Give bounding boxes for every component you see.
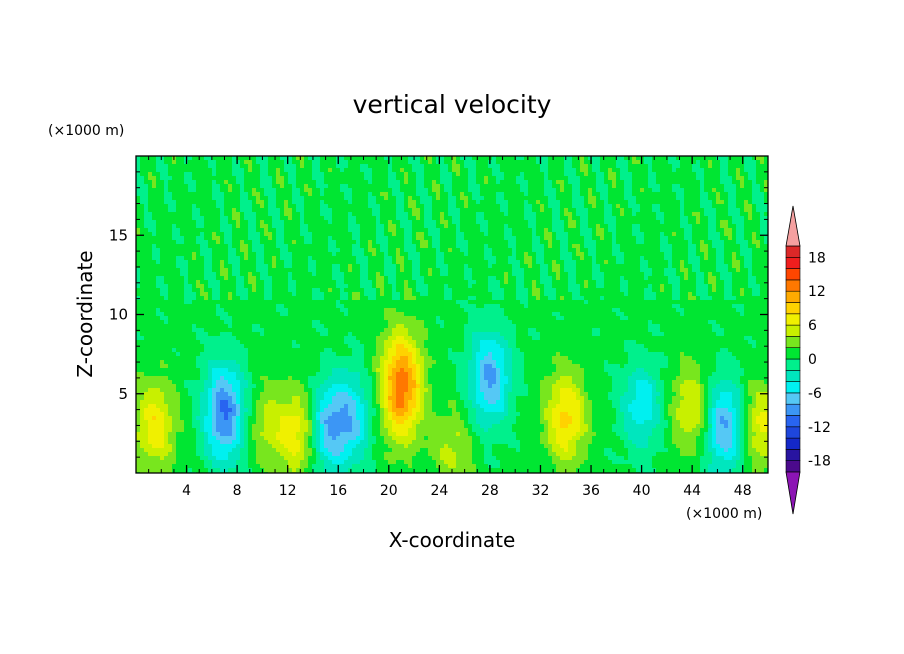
colorbar-swatch — [785, 449, 801, 461]
colorbar-swatch — [785, 381, 801, 394]
colorbar-tick-label: 18 — [808, 250, 826, 266]
colorbar-swatch — [785, 279, 801, 292]
colorbar-tick-label: -18 — [808, 454, 831, 470]
y-axis: 5 10 15 — [109, 171, 768, 458]
x-tick-label: 48 — [734, 483, 752, 499]
colorbar-tick-label: -12 — [808, 420, 831, 436]
colorbar-swatch — [785, 460, 801, 473]
colorbar-swatch — [785, 437, 801, 450]
colorbar-swatch — [785, 347, 801, 360]
colorbar-swatch — [785, 302, 801, 315]
colorbar-tick-label: 0 — [808, 352, 817, 368]
colorbar-swatch — [785, 415, 801, 428]
colorbar-swatch — [785, 245, 801, 258]
x-tick-label: 20 — [380, 483, 398, 499]
colorbar: 18 12 6 0 -6 -12 -18 — [785, 205, 831, 515]
x-tick-label: 16 — [329, 483, 347, 499]
colorbar-tick-label: 12 — [808, 284, 826, 300]
colorbar-swatch — [785, 369, 801, 382]
y-tick-label: 15 — [109, 226, 128, 244]
colorbar-swatch — [785, 313, 801, 326]
x-axis-unit: (×1000 m) — [686, 506, 762, 522]
colorbar-swatch — [785, 358, 801, 371]
x-tick-label: 4 — [182, 483, 191, 499]
colorbar-swatch — [785, 403, 801, 416]
y-tick-label: 5 — [118, 385, 128, 403]
y-tick-label: 10 — [109, 306, 128, 324]
plot-area — [136, 156, 768, 473]
x-tick-label: 40 — [633, 483, 651, 499]
chart-title: vertical velocity — [353, 90, 552, 119]
colorbar-swatch — [785, 336, 801, 348]
colorbar-tick-label: -6 — [808, 386, 822, 402]
colorbar-swatch — [785, 268, 801, 281]
x-axis: 4 8 12 16 20 24 28 32 36 40 44 48 — [148, 156, 756, 499]
colorbar-over-triangle — [785, 205, 801, 247]
colorbar-swatch — [785, 426, 801, 439]
x-tick-label: 44 — [683, 483, 701, 499]
x-axis-label: X-coordinate — [389, 528, 516, 552]
y-axis-unit: (×1000 m) — [48, 123, 124, 139]
colorbar-tick-label: 6 — [808, 318, 817, 334]
x-tick-label: 12 — [279, 483, 297, 499]
x-tick-label: 24 — [430, 483, 448, 499]
x-tick-label: 28 — [481, 483, 499, 499]
colorbar-swatch — [785, 324, 801, 337]
velocity-field — [136, 156, 768, 473]
x-tick-label: 8 — [233, 483, 242, 499]
colorbar-under-triangle — [785, 471, 801, 515]
y-axis-label: Z-coordinate — [73, 250, 97, 377]
colorbar-swatch — [785, 256, 801, 269]
colorbar-swatch — [785, 392, 801, 405]
x-tick-label: 32 — [532, 483, 550, 499]
colorbar-swatch — [785, 290, 801, 303]
x-tick-label: 36 — [582, 483, 600, 499]
